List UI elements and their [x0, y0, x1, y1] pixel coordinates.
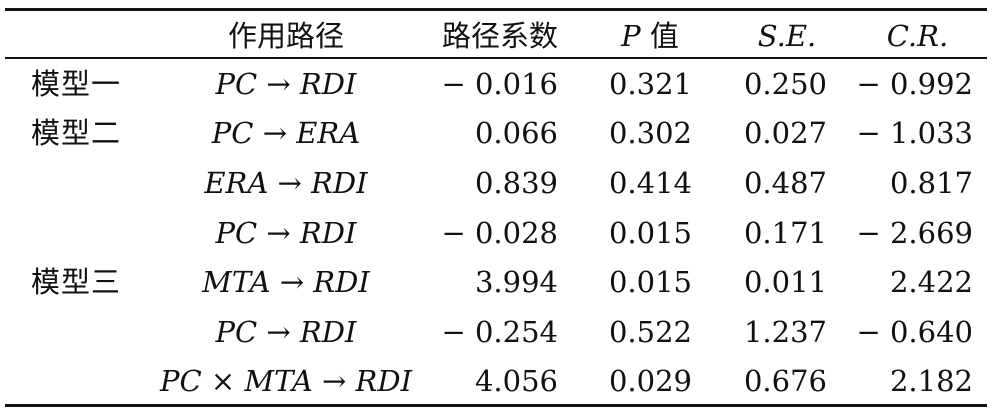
path-cell: PC → ERA — [211, 116, 361, 150]
path-cell: MTA → RDI — [202, 265, 370, 299]
top-rule — [5, 8, 987, 11]
cr-cell: 2.182 — [889, 364, 973, 398]
se-cell: 0.011 — [743, 265, 827, 299]
model-label: 模型二 — [31, 116, 122, 150]
table-row: PC → RDI − 0.254 0.522 1.237 − 0.640 — [5, 307, 987, 357]
coef-cell: 4.056 — [474, 364, 558, 398]
table-row: 模型三 MTA → RDI 3.994 0.015 0.011 2.422 — [5, 257, 987, 307]
header-cr: C.R. — [886, 19, 949, 53]
bottom-rule — [5, 404, 987, 407]
model-label — [31, 356, 151, 406]
cr-cell: − 0.992 — [856, 67, 973, 101]
se-cell: 0.676 — [743, 364, 827, 398]
path-cell: PC → RDI — [215, 216, 357, 250]
p-cell: 0.015 — [608, 265, 692, 299]
table-row: 模型二 PC → ERA 0.066 0.302 0.027 − 1.033 — [5, 108, 987, 158]
header-rule — [5, 57, 987, 59]
model-label — [31, 158, 151, 208]
cr-cell: − 2.669 — [856, 216, 973, 250]
cr-cell: − 1.033 — [856, 116, 973, 150]
p-cell: 0.414 — [608, 166, 692, 200]
coef-cell: − 0.254 — [441, 315, 558, 349]
coef-cell: − 0.028 — [441, 216, 558, 250]
p-cell: 0.015 — [608, 216, 692, 250]
path-cell: PC → RDI — [215, 315, 357, 349]
coef-cell: 0.839 — [474, 166, 558, 200]
table-row: ERA → RDI 0.839 0.414 0.487 0.817 — [5, 158, 987, 208]
p-cell: 0.302 — [608, 116, 692, 150]
path-cell: ERA → RDI — [204, 166, 368, 200]
coef-cell: 0.066 — [474, 116, 558, 150]
cr-cell: − 0.640 — [856, 315, 973, 349]
coef-cell: 3.994 — [474, 265, 558, 299]
table-row: 模型一 PC → RDI − 0.016 0.321 0.250 − 0.992 — [5, 59, 987, 109]
model-label: 模型一 — [31, 67, 122, 101]
se-cell: 1.237 — [743, 315, 827, 349]
se-cell: 0.250 — [743, 67, 827, 101]
table-row: PC × MTA → RDI 4.056 0.029 0.676 2.182 — [5, 356, 987, 406]
path-cell: PC → RDI — [215, 67, 357, 101]
header-path: 作用路径 — [227, 19, 344, 53]
se-cell: 0.487 — [743, 166, 827, 200]
p-cell: 0.321 — [608, 67, 692, 101]
se-cell: 0.171 — [743, 216, 827, 250]
coef-cell: − 0.016 — [441, 67, 558, 101]
header-row: 作用路径 路径系数 P 值 S.E. C.R. — [5, 11, 987, 61]
p-cell: 0.029 — [608, 364, 692, 398]
header-p-var: P — [621, 19, 641, 53]
header-p-suffix: 值 — [640, 19, 679, 53]
p-cell: 0.522 — [608, 315, 692, 349]
cr-cell: 0.817 — [889, 166, 973, 200]
cr-cell: 2.422 — [889, 265, 973, 299]
header-se: S.E. — [757, 19, 817, 53]
path-cell: PC × MTA → RDI — [159, 364, 413, 398]
model-label — [31, 307, 151, 357]
model-label: 模型三 — [31, 265, 122, 299]
header-p-value: P 值 — [595, 11, 705, 61]
table-row: PC → RDI − 0.028 0.015 0.171 − 2.669 — [5, 208, 987, 258]
header-coef: 路径系数 — [441, 19, 558, 53]
model-label — [31, 208, 151, 258]
se-cell: 0.027 — [743, 116, 827, 150]
